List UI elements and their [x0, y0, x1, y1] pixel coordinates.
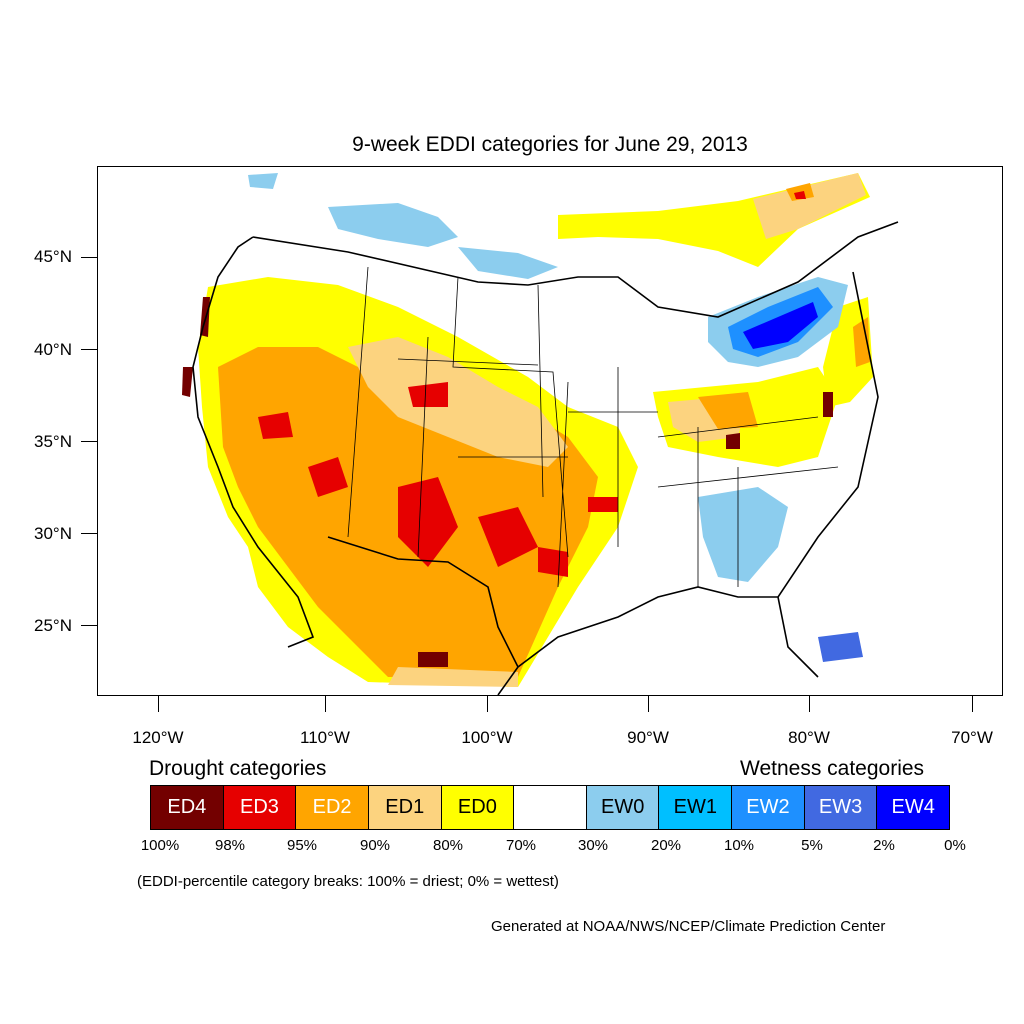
legend-note: (EDDI-percentile category breaks: 100% =… — [137, 873, 559, 890]
wet-region — [328, 203, 458, 247]
drought-region-ed1 — [388, 667, 518, 687]
map-title: 9-week EDDI categories for June 29, 2013 — [352, 133, 748, 156]
legend-label: EW2 — [746, 796, 790, 818]
drought-region-ed1 — [348, 337, 568, 467]
legend-percentile: 10% — [723, 837, 755, 854]
legend-swatch-ed0: ED0 — [441, 786, 515, 829]
lon-label-90w: 90°W — [627, 728, 669, 747]
drought-region-ed3 — [478, 507, 538, 567]
legend-label: ED3 — [240, 796, 279, 818]
lon-tick — [648, 696, 649, 712]
wet-region — [458, 247, 558, 279]
lat-label-30: 30°N — [34, 524, 72, 543]
lon-label-100w: 100°W — [461, 728, 513, 747]
lon-tick — [809, 696, 810, 712]
wet-region — [743, 302, 818, 349]
legend-swatch-neutral — [514, 786, 587, 829]
legend-percentile: 80% — [432, 837, 464, 854]
legend-swatch-ew2: EW2 — [732, 786, 805, 829]
lat-tick — [81, 441, 97, 442]
lon-tick — [325, 696, 326, 712]
lon-tick — [158, 696, 159, 712]
drought-region-ed3 — [794, 191, 806, 199]
lon-tick — [972, 696, 973, 712]
drought-region-ed4 — [823, 392, 833, 417]
legend-label: EW0 — [600, 796, 645, 818]
legend-percentile: 20% — [650, 837, 682, 854]
legend-swatch-ed3: ED3 — [223, 786, 297, 829]
legend-percentile: 5% — [801, 837, 823, 854]
lat-label-40: 40°N — [34, 340, 72, 359]
legend-label: ED2 — [312, 796, 352, 818]
legend-swatch-ew3: EW3 — [804, 786, 878, 829]
legend-percentile: 0% — [944, 837, 966, 854]
wet-region — [248, 173, 278, 189]
coastline — [192, 221, 899, 695]
legend-percentile: 98% — [214, 837, 246, 854]
legend-label: ED0 — [457, 796, 497, 818]
drought-region-ed2 — [853, 317, 870, 367]
drought-region-ed3 — [398, 477, 458, 567]
lat-label-45: 45°N — [34, 247, 72, 266]
credit-text: Generated at NOAA/NWS/NCEP/Climate Predi… — [491, 918, 886, 935]
lon-label-120w: 120°W — [132, 728, 184, 747]
lat-label-35: 35°N — [34, 432, 72, 451]
state-borders — [347, 266, 839, 588]
legend-label: ED4 — [167, 796, 207, 818]
drought-region-ed3 — [538, 547, 568, 577]
drought-region-ed1 — [753, 173, 866, 239]
drought-region-ed3 — [258, 412, 293, 439]
wet-region — [698, 487, 788, 582]
lat-tick — [81, 533, 97, 534]
drought-region-ed4 — [418, 652, 448, 667]
legend-swatch-ed4: ED4 — [151, 786, 224, 829]
lat-label-25: 25°N — [34, 616, 72, 635]
legend-percentile: 70% — [505, 837, 537, 854]
legend-heading-wetness: Wetness categories — [740, 757, 925, 780]
lat-tick — [81, 349, 97, 350]
drought-region-ed2 — [698, 392, 758, 429]
map-panel — [97, 166, 1003, 696]
lat-tick — [81, 257, 97, 258]
legend-percentile: 100% — [140, 837, 180, 854]
drought-region-ed3 — [308, 457, 348, 497]
legend-swatch-ed1: ED1 — [368, 786, 442, 829]
legend-swatch-ew0: EW0 — [586, 786, 660, 829]
legend-swatch-ed2: ED2 — [296, 786, 369, 829]
drought-region-ed4 — [182, 367, 193, 397]
lon-label-110w: 110°W — [300, 728, 350, 747]
drought-region-ed3 — [408, 382, 448, 407]
legend-percentile: 2% — [873, 837, 895, 854]
lon-label-80w: 80°W — [788, 728, 830, 747]
lon-tick — [487, 696, 488, 712]
legend-label: ED1 — [385, 796, 425, 818]
eddi-map — [182, 173, 899, 695]
legend-percentile: 95% — [286, 837, 318, 854]
lat-tick — [81, 625, 97, 626]
wet-region — [818, 632, 863, 662]
legend-label: EW4 — [891, 796, 935, 818]
drought-region-ed3 — [588, 497, 618, 512]
legend-colorbar: ED4 ED3 ED2 ED1 ED0 EW0 EW1 EW2 EW3 EW4 — [150, 785, 950, 830]
legend-label: EW1 — [673, 796, 717, 818]
drought-region-ed4 — [726, 433, 740, 449]
legend-percentile: 30% — [577, 837, 609, 854]
legend-heading-drought: Drought categories — [149, 757, 327, 780]
legend-label: EW3 — [818, 796, 863, 818]
legend-swatch-ew4: EW4 — [877, 786, 950, 829]
legend-percentile: 90% — [359, 837, 391, 854]
legend-swatch-ew1: EW1 — [659, 786, 733, 829]
lon-label-70w: 70°W — [951, 728, 993, 747]
